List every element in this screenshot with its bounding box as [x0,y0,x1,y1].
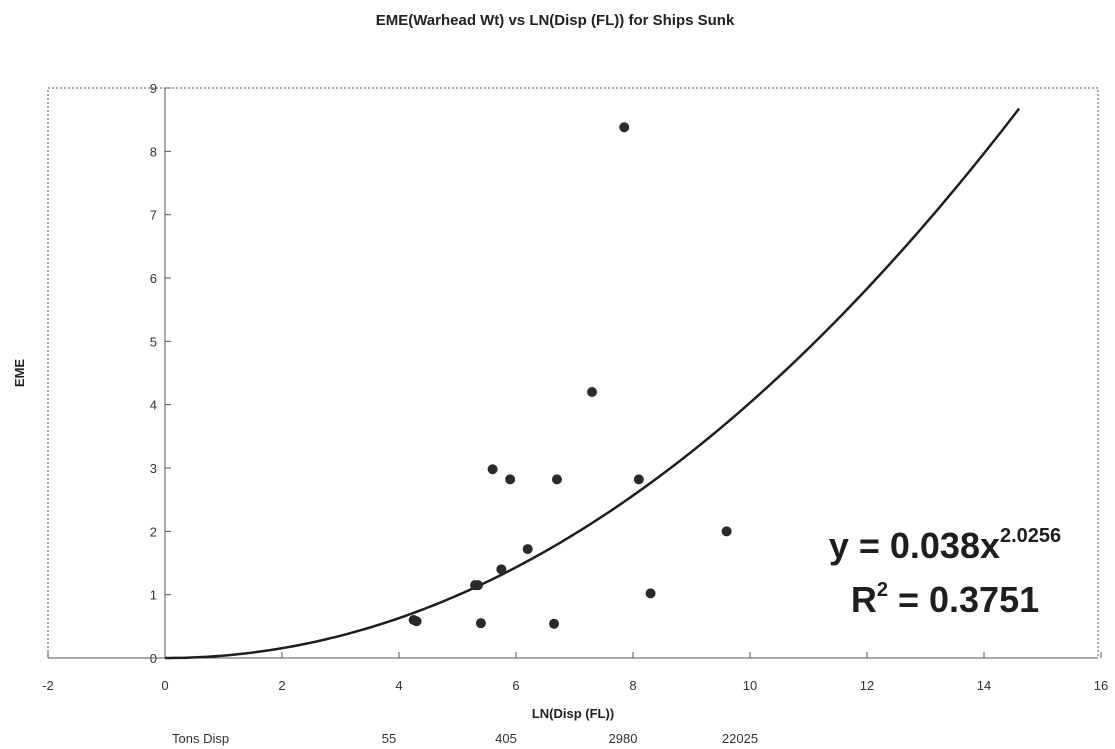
trendline-equation: y = 0.038x2.0256 [829,525,1061,566]
x-tick-label: -2 [42,678,54,693]
x-tick-label: 12 [860,678,874,693]
x-axis: -2 0 2 4 6 8 10 12 14 16 [42,652,1108,693]
y-tick-label: 6 [150,271,157,286]
y-tick-label: 8 [150,144,157,159]
data-point [721,526,732,537]
data-point [475,618,486,629]
data-point [645,588,656,599]
equation-base: y = 0.038x [829,525,1000,566]
power-trendline [164,107,1021,660]
tons-disp-row: Tons Disp 55 405 2980 22025 [172,731,758,746]
data-point [505,474,516,485]
x-axis-label: LN(Disp (FL)) [532,706,614,721]
y-tick-label: 1 [150,588,157,603]
x-tick-label: 0 [161,678,168,693]
x-tick-label: 8 [629,678,636,693]
equation-exponent: 2.0256 [1000,525,1061,547]
data-point [496,564,507,575]
r2-exponent: 2 [877,579,888,601]
x-tick-label: 4 [395,678,402,693]
data-point [633,474,644,485]
data-point [411,616,422,627]
data-points [408,122,732,629]
data-point [472,580,483,591]
data-point [522,544,533,555]
y-tick-label: 3 [150,461,157,476]
y-tick-label: 9 [150,81,157,96]
tons-disp-label: Tons Disp [172,731,229,746]
y-axis-label: EME [12,359,27,388]
r-squared-label: R2 = 0.3751 [851,579,1039,620]
data-point [549,618,560,629]
x-tick-label: 16 [1094,678,1108,693]
x-tick-label: 2 [278,678,285,693]
y-tick-label: 2 [150,524,157,539]
x-tick-label: 14 [977,678,991,693]
r2-base: R [851,579,877,620]
y-tick-label: 7 [150,208,157,223]
tons-disp-value: 2980 [609,731,638,746]
x-tick-label: 6 [512,678,519,693]
data-point [587,387,598,397]
r2-value: = 0.3751 [888,579,1039,620]
tons-disp-value: 22025 [722,731,758,746]
y-axis: 0123456789 [150,81,171,666]
y-tick-label: 4 [150,398,157,413]
data-point [619,122,630,133]
y-tick-label: 5 [150,334,157,349]
tons-disp-value: 405 [495,731,517,746]
plot-frame [47,87,1099,659]
data-point [487,464,498,475]
tons-disp-value: 55 [382,731,396,746]
data-point [551,474,562,485]
x-tick-label: 10 [743,678,757,693]
chart-title: EME(Warhead Wt) vs LN(Disp (FL)) for Shi… [376,12,735,29]
